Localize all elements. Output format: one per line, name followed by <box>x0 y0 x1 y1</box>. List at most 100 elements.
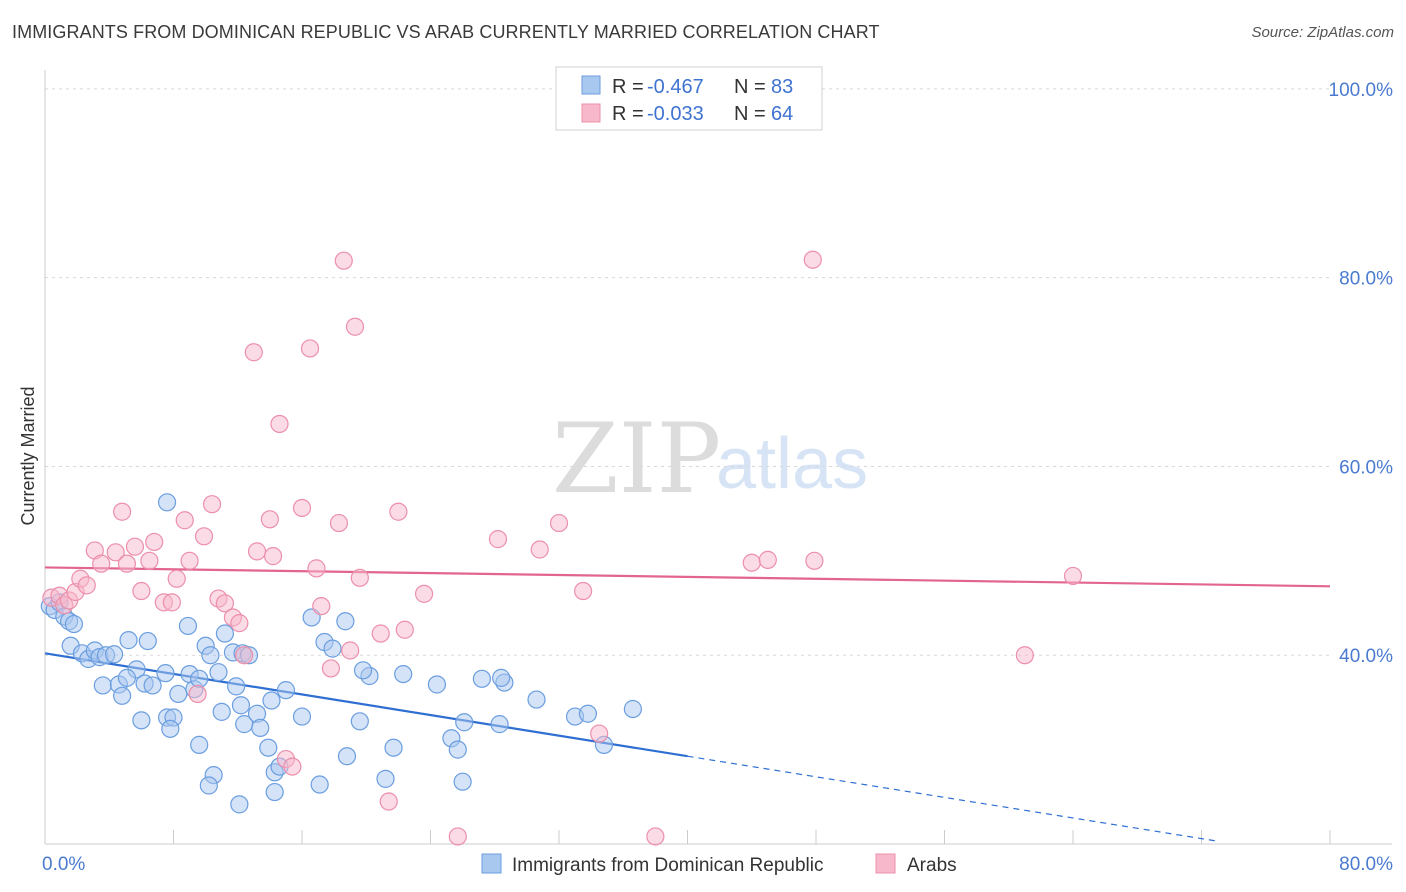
point-dominican-77 <box>227 677 246 696</box>
y-axis-label: Currently Married <box>18 386 38 525</box>
trend-line-dominican-extension <box>687 755 1218 842</box>
point-dominican-57 <box>490 715 509 734</box>
watermark: ZIP atlas <box>552 403 868 515</box>
point-arabs-41 <box>329 513 349 533</box>
point-arabs-21 <box>188 684 207 704</box>
point-arabs-46 <box>371 624 390 643</box>
point-dominican-51 <box>394 664 413 684</box>
legend-swatch-arabs <box>875 853 896 874</box>
y-tick-label-2: 60.0% <box>1339 457 1393 478</box>
point-dominican-66 <box>190 735 209 754</box>
stats-n-value-arabs: 64 <box>771 103 793 125</box>
point-arabs-42 <box>334 251 353 270</box>
point-dominican-48 <box>350 712 369 731</box>
point-dominican-15 <box>138 631 157 651</box>
y-tick-label-1: 80.0% <box>1339 269 1393 290</box>
y-tick-label-3: 40.0% <box>1339 646 1393 667</box>
point-arabs-9 <box>106 543 125 562</box>
point-arabs-20 <box>180 551 199 570</box>
point-arabs-50 <box>414 584 434 603</box>
point-dominican-28 <box>178 616 198 636</box>
point-arabs-49 <box>395 620 414 639</box>
trend-line-dominican <box>44 652 688 758</box>
y-tick-label-0: 100.0% <box>1329 80 1394 101</box>
point-arabs-39 <box>312 597 331 616</box>
point-arabs-51 <box>448 827 467 846</box>
point-arabs-38 <box>307 559 326 578</box>
tick-labels: 100.0% 80.0% 60.0% 40.0% 0.0% 80.0% <box>42 80 1393 875</box>
point-arabs-10 <box>112 502 132 521</box>
point-arabs-17 <box>162 593 181 612</box>
legend-swatch-dominican <box>481 853 502 874</box>
point-arabs-59 <box>758 550 777 569</box>
point-dominican-27 <box>190 669 209 688</box>
trend-lines <box>44 566 1331 842</box>
point-arabs-61 <box>805 551 824 570</box>
stats-r-value-arabs: -0.033 <box>647 103 704 125</box>
point-arabs-27 <box>230 614 249 633</box>
point-dominican-79 <box>259 738 278 757</box>
point-dominican-42 <box>276 681 296 700</box>
point-arabs-30 <box>244 343 263 362</box>
point-dominican-74 <box>337 747 357 766</box>
stats-r-value-dominican: -0.467 <box>647 76 704 98</box>
point-dominican-72 <box>265 782 284 802</box>
point-arabs-47 <box>379 792 398 811</box>
point-arabs-35 <box>283 757 302 776</box>
point-arabs-11 <box>117 554 137 573</box>
point-dominican-43 <box>292 707 312 726</box>
point-arabs-33 <box>270 414 289 434</box>
point-arabs-54 <box>549 513 569 533</box>
point-dominican-54 <box>448 740 467 759</box>
point-arabs-25 <box>215 594 234 613</box>
point-dominican-81 <box>117 668 137 687</box>
point-dominican-30 <box>201 646 220 665</box>
point-dominican-24 <box>161 719 180 738</box>
point-dominican-75 <box>376 769 395 788</box>
legend-label-dominican: Immigrants from Dominican Republic <box>512 855 824 876</box>
point-dominican-52 <box>427 675 447 694</box>
point-dominican-41 <box>262 691 281 710</box>
point-dominican-50 <box>384 738 403 757</box>
watermark-atlas: atlas <box>716 424 868 504</box>
stats-swatch-dominican <box>581 75 601 95</box>
point-arabs-28 <box>235 646 254 665</box>
point-arabs-6 <box>77 576 96 595</box>
point-dominican-80 <box>353 661 373 680</box>
point-arabs-22 <box>194 527 214 546</box>
point-dominican-68 <box>199 776 218 795</box>
point-dominican-16 <box>93 676 112 695</box>
legend-label-arabs: Arabs <box>907 855 957 876</box>
x-tick-label-1: 80.0% <box>1339 854 1393 875</box>
stats-r-label-dominican: R = <box>612 76 644 98</box>
axes <box>44 70 1392 845</box>
data-points <box>40 250 1083 846</box>
point-arabs-57 <box>646 827 665 846</box>
x-tick-label-0: 0.0% <box>42 854 85 875</box>
point-arabs-13 <box>132 581 151 601</box>
point-arabs-23 <box>202 495 222 514</box>
point-arabs-44 <box>345 317 365 336</box>
point-dominican-56 <box>472 669 491 688</box>
point-arabs-52 <box>488 530 508 549</box>
point-dominican-13 <box>119 631 138 650</box>
point-dominican-65 <box>157 493 177 512</box>
point-arabs-18 <box>167 569 186 588</box>
watermark-zip: ZIP <box>552 403 721 515</box>
point-arabs-15 <box>145 532 164 552</box>
point-dominican-64 <box>623 699 642 719</box>
point-arabs-19 <box>175 511 194 530</box>
point-dominican-18 <box>112 686 132 705</box>
stats-n-label-arabs: N = <box>734 103 766 125</box>
point-arabs-60 <box>803 250 822 269</box>
stats-swatch-arabs <box>581 103 601 123</box>
point-arabs-56 <box>590 724 609 743</box>
point-arabs-55 <box>573 581 593 601</box>
point-arabs-45 <box>350 568 369 587</box>
point-dominican-73 <box>310 775 329 794</box>
point-arabs-32 <box>263 547 283 566</box>
stats-legend: R = -0.467 N = 83 R = -0.033 N = 64 <box>555 66 823 131</box>
point-dominican-60 <box>527 690 546 709</box>
point-dominican-37 <box>231 696 251 715</box>
